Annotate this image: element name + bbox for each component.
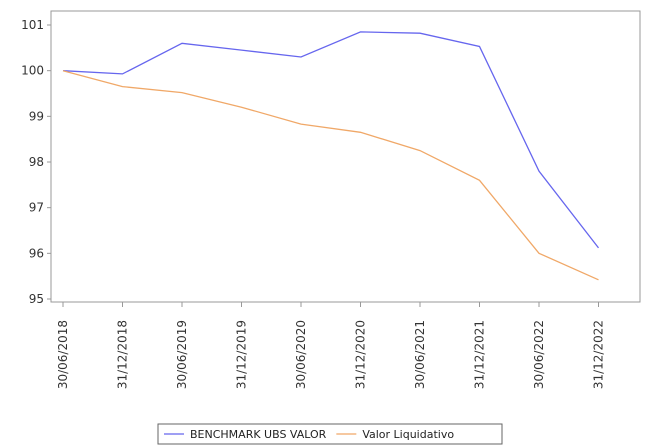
x-tick-label: 31/12/2018: [116, 320, 130, 389]
legend-label-2: Valor Liquidativo: [362, 428, 454, 441]
series-line-1: [62, 31, 600, 249]
y-tick-label: 99: [29, 109, 44, 123]
series-line-2: [62, 70, 599, 281]
y-tick-label: 95: [29, 292, 44, 306]
y-tick-label: 97: [29, 201, 44, 215]
legend: BENCHMARK UBS VALOR Valor Liquidativo: [157, 423, 503, 445]
x-tick-label: 30/06/2018: [56, 320, 70, 389]
y-tick-label: 100: [21, 64, 44, 78]
x-tick-label: 30/06/2020: [294, 320, 308, 389]
series-layer: [62, 31, 600, 281]
x-tick-label: 31/12/2021: [473, 320, 487, 389]
x-tick-label: 31/12/2022: [592, 320, 606, 389]
x-tick-label: 31/12/2019: [235, 320, 249, 389]
y-axis: 95 96 97 98 99 100 101: [21, 11, 52, 306]
x-tick-label: 30/06/2022: [532, 320, 546, 389]
x-tick-label: 30/06/2021: [413, 320, 427, 389]
legend-label-1: BENCHMARK UBS VALOR: [190, 428, 327, 441]
y-tick-label: 96: [29, 246, 44, 260]
x-tick-label: 31/12/2020: [354, 320, 368, 389]
legend-box: [157, 423, 503, 445]
x-axis: 30/06/2018 31/12/2018 30/06/2019 31/12/2019…: [56, 302, 606, 389]
y-tick-label: 98: [29, 155, 44, 169]
y-tick-label: 101: [21, 18, 44, 32]
x-tick-label: 30/06/2019: [175, 320, 189, 389]
